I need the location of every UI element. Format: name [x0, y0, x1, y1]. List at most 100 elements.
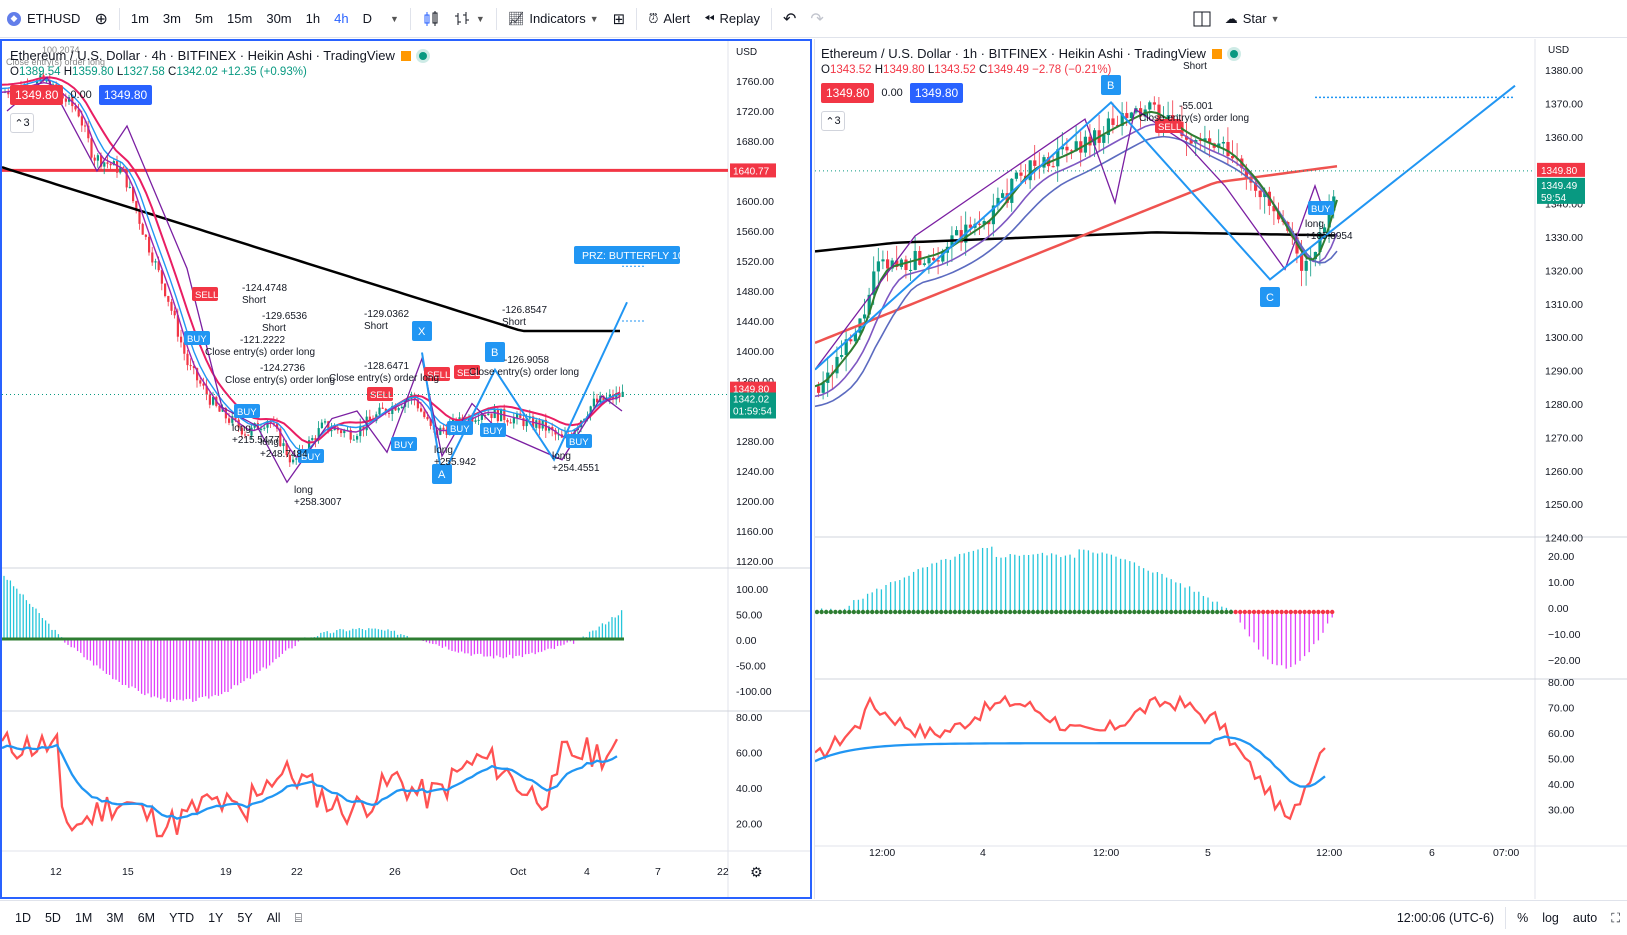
candle-body — [1152, 102, 1156, 105]
macd-signal-dot — [897, 609, 902, 615]
interval-3m[interactable]: 3m — [162, 11, 181, 26]
macd-signal-dot — [902, 609, 907, 615]
percent-scale-toggle[interactable]: % — [1517, 911, 1529, 925]
right-chart-panel[interactable]: USD1380.001370.001360.001350.001340.0013… — [814, 39, 1627, 899]
price-tick-label: 1600.00 — [736, 196, 774, 208]
left-chart-panel[interactable]: USD1760.001720.001680.001640.001600.0015… — [0, 39, 812, 899]
undo-button[interactable]: ↶ — [776, 0, 803, 38]
range-1y[interactable]: 1Y — [208, 911, 224, 925]
macd-signal-dot — [1035, 609, 1040, 615]
left-chart-title[interactable]: Ethereum / U.S. Dollar · 4h · BITFINEX ·… — [10, 48, 395, 63]
range-3m[interactable]: 3M — [106, 911, 124, 925]
bottom-right-controls: 12:00:06 (UTC-6) % log auto ⛶ — [1390, 907, 1627, 929]
candle-body — [400, 406, 403, 409]
rsi-tick-label: 80.00 — [736, 712, 762, 724]
trade-annotation-value: Short — [1183, 61, 1207, 72]
candle-body — [1208, 138, 1212, 144]
currency-label: USD — [736, 47, 757, 58]
trade-annotation-value: -129.0362 — [364, 309, 409, 320]
legend-collapse-button[interactable]: ⌃ 3 — [821, 111, 845, 131]
range-1d[interactable]: 1D — [15, 911, 31, 925]
interval-5m[interactable]: 5m — [194, 11, 214, 26]
bar-style-button[interactable] — [415, 0, 447, 38]
candle-body — [308, 440, 311, 453]
rsi-tick-label: 70.00 — [1548, 703, 1574, 715]
chart-type-dropdown[interactable]: ▼ — [447, 0, 492, 38]
range-all[interactable]: All — [266, 911, 281, 925]
buy-price-button[interactable]: 1349.80 — [909, 83, 964, 103]
macd-signal-dot — [1095, 609, 1100, 615]
log-scale-toggle[interactable]: log — [1542, 911, 1559, 925]
range-1m[interactable]: 1M — [74, 911, 93, 925]
candle-body — [1065, 146, 1069, 151]
price-tick-label: 1360.00 — [1545, 132, 1583, 144]
candle-body — [1120, 113, 1124, 126]
candle-body — [154, 261, 157, 263]
layout-templates-button[interactable]: ⊞ — [606, 0, 633, 38]
trade-annotation-label: Close entry(s) order long — [205, 347, 315, 358]
range-5y[interactable]: 5Y — [237, 911, 253, 925]
range-ytd[interactable]: YTD — [169, 911, 195, 925]
interval-4h[interactable]: 4h — [334, 11, 349, 26]
macd-signal-dot — [1215, 609, 1220, 615]
macd-signal-dot — [819, 609, 824, 615]
legend-collapse-button[interactable]: ⌃ 3 — [10, 113, 34, 133]
candle-body — [132, 186, 135, 202]
time-tick-label: 12:00 — [1093, 847, 1119, 859]
macd-signal-dot — [916, 609, 921, 615]
rsi-slow-line — [2, 743, 618, 820]
interval-dropdown-button[interactable]: ▼ — [379, 0, 406, 38]
range-5d[interactable]: 5D — [44, 911, 61, 925]
redo-button[interactable]: ↷ — [803, 0, 830, 38]
replay-button[interactable]: ⏪︎ Replay — [697, 0, 767, 38]
rsi-tick-label: 30.00 — [1548, 805, 1574, 817]
candle-body — [618, 393, 621, 397]
trade-annotation-label: Close entry(s) order long — [469, 367, 579, 378]
interval-d[interactable]: D — [362, 11, 372, 26]
goto-date-button[interactable]: ⌸ — [288, 911, 310, 926]
interval-15m[interactable]: 15m — [227, 11, 253, 26]
candle-body — [927, 257, 931, 264]
candle-body — [1051, 166, 1055, 168]
indicators-button[interactable]: 📈︎ Indicators ▼ — [501, 0, 606, 38]
fullscreen-button[interactable]: ⛶ — [1604, 911, 1627, 926]
sell-price-button[interactable]: 1349.80 — [10, 85, 64, 105]
zigzag-line — [6, 76, 623, 484]
flag-icon[interactable] — [1211, 49, 1222, 59]
alert-button[interactable]: ⏰︎ Alert — [641, 0, 697, 38]
star-layout-button[interactable]: ☁︎ Star ▼ — [1218, 0, 1287, 38]
left-chart-canvas[interactable]: USD1760.001720.001680.001640.001600.0015… — [2, 41, 810, 897]
macd-signal-dot — [966, 609, 971, 615]
select-layout-button[interactable] — [1186, 0, 1218, 38]
candle-body — [1166, 115, 1170, 120]
symbol-search-button[interactable]: ◆ ETHUSD — [0, 0, 87, 38]
grid-icon: ⊞ — [612, 10, 626, 28]
right-chart-title[interactable]: Ethereum / U.S. Dollar · 1h · BITFINEX ·… — [821, 46, 1206, 61]
candle-body — [1088, 136, 1092, 146]
sell-price-button[interactable]: 1349.80 — [821, 83, 875, 103]
buy-price-button[interactable]: 1349.80 — [98, 85, 153, 105]
interval-1m[interactable]: 1m — [130, 11, 149, 26]
candle-body — [525, 418, 528, 427]
interval-1h[interactable]: 1h — [305, 11, 321, 26]
compare-symbol-button[interactable]: ⊕ — [87, 0, 114, 38]
clock-timezone[interactable]: 12:00:06 (UTC-6) — [1396, 911, 1495, 925]
candle-body — [589, 406, 592, 416]
trade-annotation-value: long — [434, 445, 453, 456]
range-6m[interactable]: 6M — [137, 911, 156, 925]
price-tick-label: 1330.00 — [1545, 232, 1583, 244]
auto-scale-toggle[interactable]: auto — [1572, 911, 1598, 925]
candle-body — [356, 436, 359, 440]
right-chart-canvas[interactable]: USD1380.001370.001360.001350.001340.0013… — [815, 39, 1627, 899]
price-tick-label: 1560.00 — [736, 226, 774, 238]
left-open: 1389.54 — [18, 66, 61, 78]
buy-signal-badge — [1308, 201, 1334, 215]
flag-icon[interactable] — [400, 51, 411, 61]
zigzag-line — [815, 108, 1324, 370]
trade-annotation-label: Short — [242, 295, 266, 306]
rsi-tick-label: 50.00 — [1548, 754, 1574, 766]
candle-body — [218, 405, 221, 412]
candle-body — [394, 405, 397, 411]
interval-30m[interactable]: 30m — [266, 11, 292, 26]
price-tick-label: 1440.00 — [736, 316, 774, 328]
